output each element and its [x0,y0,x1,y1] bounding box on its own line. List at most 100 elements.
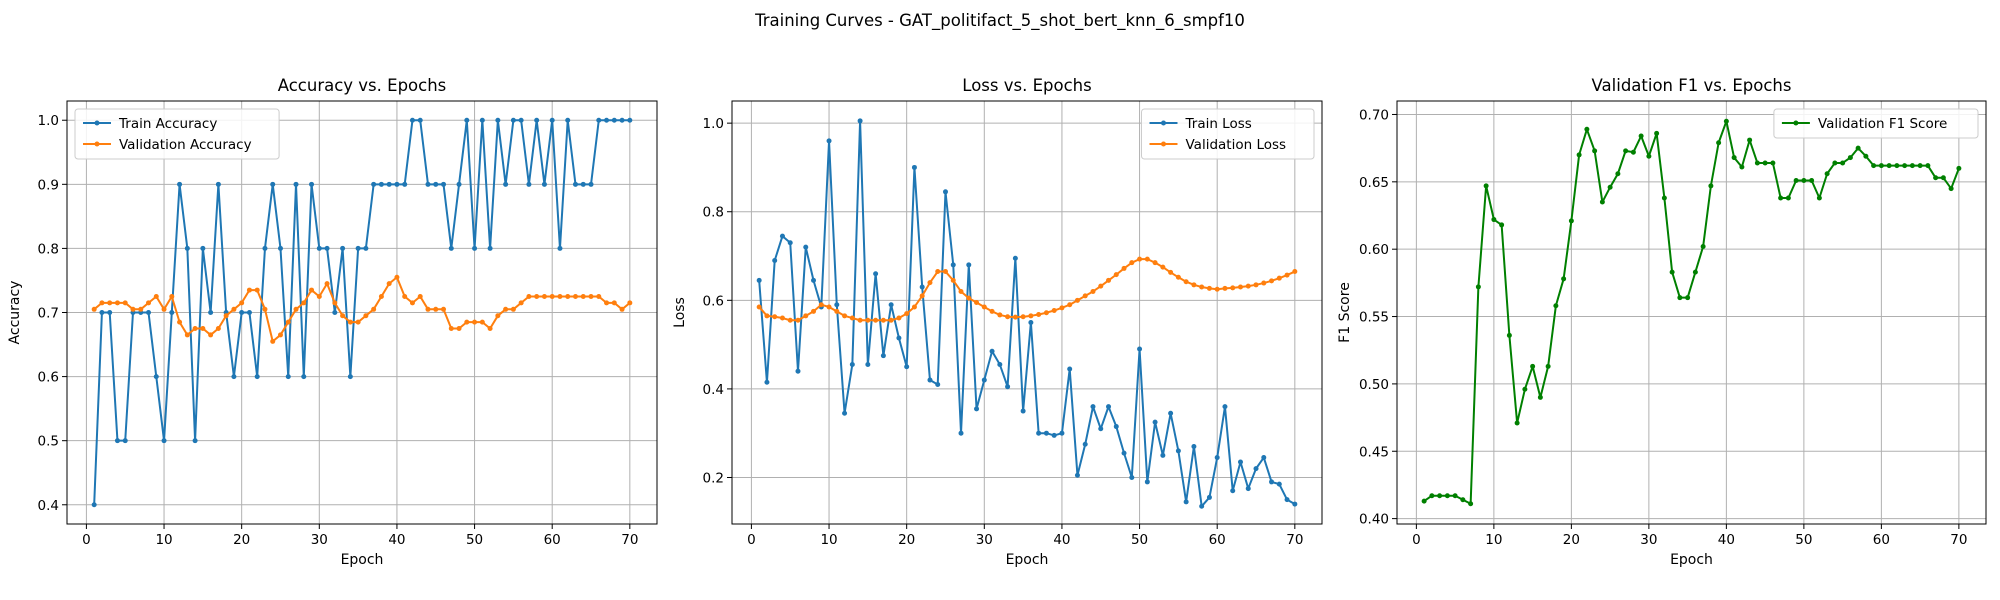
data-point [1514,420,1520,426]
data-point [981,304,987,310]
data-point [231,374,237,380]
data-point [1222,285,1228,291]
data-point [316,245,322,251]
data-point [1855,145,1861,151]
data-point [787,240,793,246]
data-point [811,277,817,283]
data-point [1847,155,1853,161]
data-point [409,117,415,123]
data-point [1615,171,1621,177]
data-point [588,181,594,187]
data-point [192,438,198,444]
data-point [974,300,980,306]
data-point [549,293,555,299]
data-point [565,117,571,123]
data-point [1261,280,1267,286]
data-point [857,118,863,124]
data-point [1708,183,1714,189]
data-point [1199,503,1205,509]
x-tick-label: 50 [1795,532,1812,548]
data-point [611,300,617,306]
y-tick-label: 0.8 [38,241,59,257]
data-point [293,306,299,312]
data-point [911,304,917,310]
data-point [1206,494,1212,500]
x-tick-label: 70 [1286,532,1303,548]
data-point [826,304,832,310]
data-point [842,313,848,319]
data-point [627,300,633,306]
data-point [1677,295,1683,301]
data-point [772,314,778,320]
data-point [1522,386,1528,392]
data-point [611,117,617,123]
data-point [262,245,268,251]
x-tick-label: 20 [898,532,915,548]
data-point [1646,153,1652,159]
data-point [433,181,439,187]
data-point [950,277,956,283]
data-point [619,306,625,312]
data-point [464,319,470,325]
data-point [1576,152,1582,158]
data-point [565,293,571,299]
data-point [1183,499,1189,505]
x-tick-label: 60 [544,532,561,548]
data-point [448,326,454,332]
data-point [208,332,214,338]
x-tick-label: 30 [976,532,993,548]
y-tick-label: 1.0 [38,113,59,129]
data-point [122,438,128,444]
data-point [787,317,793,323]
data-point [779,233,785,239]
data-point [503,306,509,312]
y-tick-label: 0.7 [38,306,59,322]
data-point [1754,160,1760,166]
data-point [919,284,925,290]
data-point [1237,459,1243,465]
data-point [441,306,447,312]
data-point [1863,153,1869,159]
data-point [114,438,120,444]
data-point [1723,118,1729,124]
data-point [1491,217,1497,223]
data-point [958,430,964,436]
x-tick-label: 20 [233,532,250,548]
data-point [130,306,136,312]
data-point [880,353,886,359]
x-tick-label: 70 [621,532,638,548]
data-point [340,245,346,251]
data-point [91,502,97,508]
y-tick-label: 0.55 [1359,310,1389,326]
x-axis-label: Epoch [1006,552,1049,568]
data-point [1809,177,1815,183]
data-point [208,310,214,315]
data-point [974,406,980,412]
data-point [534,293,540,299]
data-point [1276,481,1282,487]
data-point [1253,282,1259,288]
data-point [1106,277,1112,283]
data-point [215,326,221,332]
data-point [1067,366,1073,372]
data-point [495,117,501,123]
data-point [627,117,633,123]
data-point [1739,164,1745,170]
legend-label: Train Accuracy [118,116,217,132]
legend-label: Validation Accuracy [119,137,252,153]
y-tick-label: 0.65 [1359,175,1389,191]
data-point [472,245,478,251]
data-point [541,293,547,299]
x-tick-label: 60 [1209,532,1226,548]
data-point [316,293,322,299]
data-point [417,117,423,123]
data-point [1917,163,1923,169]
axes-frame [1396,100,1987,525]
data-point [1191,282,1197,288]
data-point [958,288,964,294]
data-point [834,308,840,314]
data-point [896,335,902,341]
data-point [526,293,532,299]
data-point [942,269,948,275]
